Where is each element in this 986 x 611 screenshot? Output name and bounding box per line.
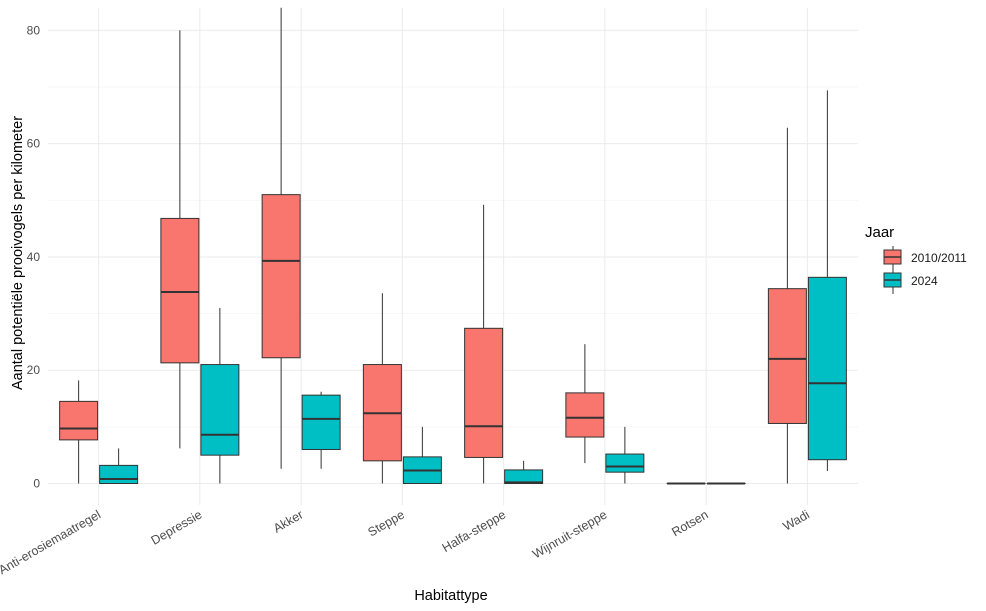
box (200, 364, 240, 456)
box-2-20102011 (261, 7, 301, 469)
box (59, 400, 99, 441)
y-axis-title: Aantal potentiële prooivogels per kilome… (10, 116, 26, 390)
x-axis-title: Habitattype (414, 588, 487, 604)
box (565, 392, 605, 438)
box-0-2024 (99, 448, 139, 485)
x-tick-label: Akker (271, 507, 306, 535)
legend-item: 2024 (883, 269, 938, 294)
x-axis-ticks: Anti-erosiemaatregel Depressie Akker Steppe… (0, 507, 812, 577)
box-1-20102011 (160, 30, 200, 449)
y-tick-label: 20 (27, 363, 41, 377)
box-5-2024 (605, 426, 645, 484)
box (99, 464, 139, 485)
x-tick-label: Wijnruit-steppe (530, 507, 609, 561)
box-2-2024 (301, 391, 341, 469)
y-tick-label: 40 (27, 250, 41, 264)
box (605, 453, 645, 473)
box (261, 194, 301, 359)
x-tick-label: Depressie (149, 507, 205, 547)
legend-title: Jaar (865, 224, 894, 241)
x-tick-label: Wadi (781, 507, 812, 533)
y-tick-label: 80 (27, 23, 41, 37)
boxes (59, 7, 847, 485)
box-5-20102011 (565, 344, 605, 464)
x-tick-label: Steppe (366, 507, 407, 539)
box-0-20102011 (59, 380, 99, 484)
box-3-2024 (402, 426, 442, 485)
legend-item: 2010/2011 (883, 246, 967, 271)
y-tick-label: 0 (33, 477, 40, 491)
legend: Jaar 2010/2011 2024 (865, 224, 967, 294)
grid (48, 8, 858, 505)
box (464, 327, 504, 458)
box-7-20102011 (767, 127, 807, 484)
y-axis-ticks: 0 20 40 60 80 (27, 23, 41, 490)
legend-label: 2024 (911, 274, 938, 288)
box-4-20102011 (464, 204, 504, 484)
box-7-2024 (807, 90, 847, 472)
x-tick-label: Anti-erosiemaatregel (0, 507, 103, 577)
box (807, 276, 847, 461)
legend-label: 2010/2011 (911, 251, 967, 265)
box (504, 469, 544, 485)
box-1-2024 (200, 307, 240, 484)
box (767, 288, 807, 424)
box (160, 217, 200, 364)
box (301, 394, 341, 451)
x-tick-label: Halfa-steppe (440, 507, 508, 555)
x-tick-label: Rotsen (669, 507, 710, 539)
box-3-20102011 (362, 293, 402, 484)
y-tick-label: 60 (27, 137, 41, 151)
box-4-2024 (504, 460, 544, 485)
